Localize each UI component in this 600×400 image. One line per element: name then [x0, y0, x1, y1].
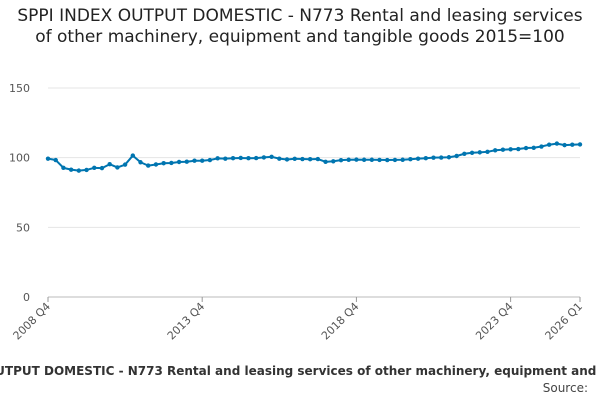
y-tick-label: 100: [9, 152, 30, 165]
y-tick-label: 0: [23, 291, 30, 304]
data-point[interactable]: [408, 157, 413, 162]
y-axis: 0 50 100 150: [9, 82, 30, 304]
data-point[interactable]: [176, 159, 182, 165]
data-point[interactable]: [554, 141, 560, 146]
data-point[interactable]: [446, 155, 452, 160]
data-point[interactable]: [462, 151, 467, 156]
x-tick-label: 2018 Q4: [319, 300, 362, 343]
data-point[interactable]: [477, 150, 482, 155]
data-point[interactable]: [153, 162, 159, 167]
data-point[interactable]: [307, 157, 313, 162]
data-point[interactable]: [292, 156, 297, 161]
data-point[interactable]: [392, 157, 398, 163]
data-point[interactable]: [508, 147, 513, 152]
data-point[interactable]: [238, 155, 243, 161]
data-point[interactable]: [346, 157, 351, 162]
data-point[interactable]: [361, 157, 367, 162]
data-point[interactable]: [492, 148, 498, 153]
data-point[interactable]: [539, 144, 544, 149]
data-point[interactable]: [454, 153, 459, 159]
data-point[interactable]: [577, 142, 583, 147]
data-point[interactable]: [277, 156, 282, 161]
data-point[interactable]: [338, 157, 344, 163]
x-axis: 2008 Q4 2013 Q4 2018 Q4 2023 Q4 2026 Q1: [11, 297, 586, 343]
x-tick-label: 2008 Q4: [11, 300, 54, 343]
chart-title: SPPI INDEX OUTPUT DOMESTIC - N773 Rental…: [17, 6, 583, 47]
data-point[interactable]: [531, 145, 536, 150]
data-point[interactable]: [223, 156, 228, 161]
data-point[interactable]: [99, 165, 105, 171]
data-point[interactable]: [377, 157, 382, 163]
data-point[interactable]: [469, 150, 475, 155]
data-point[interactable]: [439, 155, 444, 160]
data-point[interactable]: [415, 156, 421, 161]
data-point[interactable]: [269, 154, 274, 160]
data-point[interactable]: [369, 157, 375, 162]
data-point[interactable]: [354, 157, 359, 162]
x-tick-label: 2013 Q4: [165, 300, 208, 343]
data-point[interactable]: [523, 145, 529, 151]
legend: SPPI INDEX OUTPUT DOMESTIC - N773 Rental…: [0, 364, 600, 382]
data-point[interactable]: [261, 155, 267, 160]
data-point[interactable]: [385, 157, 390, 163]
data-point[interactable]: [562, 142, 567, 148]
data-point[interactable]: [53, 157, 58, 163]
data-point[interactable]: [423, 156, 428, 161]
series-line-0: [47, 142, 581, 172]
data-point[interactable]: [45, 156, 51, 161]
data-point[interactable]: [61, 165, 66, 171]
series-layer: [45, 141, 583, 173]
data-point[interactable]: [246, 156, 251, 161]
data-point[interactable]: [76, 168, 82, 173]
data-point[interactable]: [315, 156, 321, 162]
data-point[interactable]: [253, 155, 259, 161]
legend-entry: SPPI INDEX OUTPUT DOMESTIC - N773 Rental…: [0, 364, 600, 378]
data-point[interactable]: [138, 160, 143, 165]
data-point[interactable]: [84, 167, 89, 173]
data-point[interactable]: [184, 159, 189, 164]
data-point[interactable]: [169, 160, 174, 166]
data-point[interactable]: [92, 165, 97, 171]
data-point[interactable]: [215, 156, 220, 161]
x-tick-label: 2026 Q1: [543, 300, 586, 343]
data-point[interactable]: [323, 159, 328, 165]
data-point[interactable]: [192, 158, 197, 163]
grid-lines: [48, 87, 580, 298]
data-point[interactable]: [546, 142, 552, 147]
data-point[interactable]: [400, 157, 405, 162]
data-point[interactable]: [107, 162, 112, 167]
data-point[interactable]: [284, 157, 290, 162]
data-point[interactable]: [130, 153, 136, 158]
data-point[interactable]: [485, 149, 490, 155]
data-point[interactable]: [570, 142, 575, 147]
data-point[interactable]: [500, 147, 506, 152]
data-point[interactable]: [516, 146, 521, 152]
source-label: Source:: [542, 381, 588, 395]
data-point[interactable]: [161, 161, 166, 166]
y-tick-label: 150: [9, 82, 30, 95]
data-point[interactable]: [122, 162, 128, 167]
data-point[interactable]: [331, 159, 336, 164]
data-point[interactable]: [115, 165, 120, 170]
data-point[interactable]: [207, 157, 213, 163]
data-point[interactable]: [146, 163, 151, 168]
y-tick-label: 50: [16, 221, 30, 234]
data-point[interactable]: [431, 155, 436, 160]
data-point[interactable]: [300, 156, 305, 162]
data-point[interactable]: [230, 156, 236, 161]
x-tick-label: 2023 Q4: [473, 300, 516, 343]
data-point[interactable]: [200, 158, 205, 163]
data-point[interactable]: [68, 167, 74, 172]
